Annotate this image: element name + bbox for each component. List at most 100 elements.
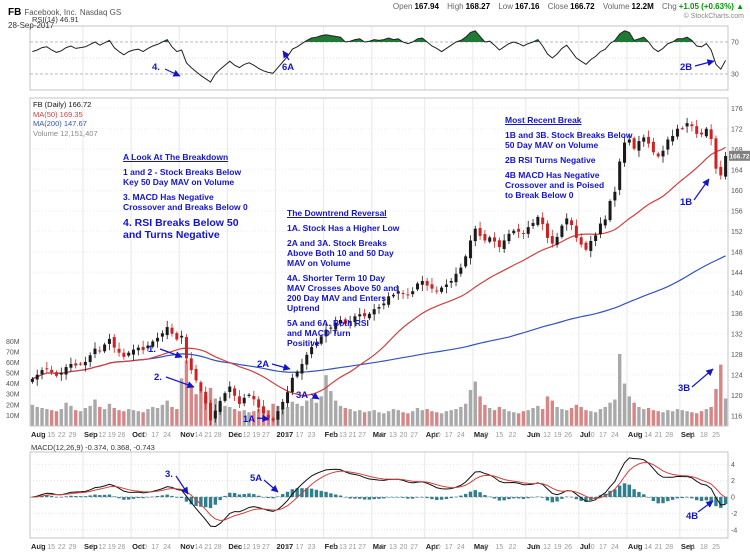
svg-text:6: 6 (380, 432, 384, 439)
svg-text:12: 12 (98, 544, 106, 551)
svg-text:15: 15 (47, 432, 55, 439)
gridlines (30, 26, 728, 538)
quote-block: Open 167.94 High 168.27 Low 167.16 Close 166… (387, 2, 744, 20)
svg-text:24: 24 (611, 544, 619, 551)
svg-text:Sep: Sep (681, 542, 695, 551)
volume-bars (30, 354, 728, 426)
svg-text:0: 0 (731, 495, 735, 502)
svg-text:24: 24 (457, 432, 465, 439)
svg-text:13: 13 (389, 432, 397, 439)
svg-text:12: 12 (243, 432, 251, 439)
macd-line (32, 457, 726, 528)
svg-text:22: 22 (58, 544, 66, 551)
copyright: © StockCharts.com (683, 13, 744, 20)
svg-text:17: 17 (296, 544, 304, 551)
svg-text:8: 8 (484, 432, 488, 439)
svg-text:26: 26 (564, 544, 572, 551)
svg-text:28: 28 (214, 544, 222, 551)
svg-text:21: 21 (349, 432, 357, 439)
svg-text:21: 21 (349, 544, 357, 551)
svg-text:15: 15 (495, 544, 503, 551)
svg-text:70M: 70M (6, 349, 20, 356)
svg-text:22: 22 (58, 432, 66, 439)
svg-text:164: 164 (731, 167, 743, 174)
svg-text:25: 25 (712, 432, 720, 439)
svg-text:12: 12 (543, 544, 551, 551)
svg-text:136: 136 (731, 311, 743, 318)
macd-legend: MACD(12,26,9) -0.374, 0.368, -0.743 (31, 443, 155, 452)
svg-text:Dec: Dec (228, 430, 242, 439)
rsi-legend: RSI(14) 46.91 (32, 15, 79, 24)
svg-text:120: 120 (731, 393, 743, 400)
open-label: Open (392, 2, 413, 11)
quote-line: Open 167.94 High 168.27 Low 167.16 Close 166… (387, 2, 744, 11)
svg-text:May: May (474, 430, 489, 439)
svg-text:17: 17 (445, 544, 453, 551)
macd-signal-line (32, 461, 726, 521)
svg-text:8: 8 (39, 432, 43, 439)
company-name: Facebook, Inc. (24, 8, 77, 17)
svg-text:23: 23 (308, 432, 316, 439)
svg-text:19: 19 (554, 432, 562, 439)
svg-text:22: 22 (509, 432, 517, 439)
last-price-tag: 166.72 (729, 150, 750, 161)
svg-text:166.72: 166.72 (730, 153, 750, 160)
svg-text:5: 5 (534, 432, 538, 439)
svg-text:18: 18 (700, 432, 708, 439)
svg-text:6: 6 (380, 544, 384, 551)
svg-text:5: 5 (534, 544, 538, 551)
svg-text:116: 116 (731, 413, 742, 420)
svg-text:17: 17 (151, 432, 159, 439)
svg-text:10: 10 (139, 544, 147, 551)
svg-text:13: 13 (389, 544, 397, 551)
svg-text:17: 17 (151, 544, 159, 551)
svg-text:Jun: Jun (527, 542, 541, 551)
annotation-arrows (159, 50, 715, 513)
svg-text:6: 6 (331, 544, 335, 551)
svg-text:160: 160 (731, 188, 743, 195)
svg-text:17: 17 (296, 432, 304, 439)
time-axis: AugAug88151522222929SepSep66121219192626… (31, 430, 720, 551)
svg-text:Jun: Jun (527, 430, 541, 439)
svg-text:144: 144 (731, 270, 743, 277)
svg-text:2017: 2017 (277, 542, 294, 551)
svg-text:10: 10 (587, 432, 595, 439)
svg-text:10: 10 (139, 432, 147, 439)
low-value: 167.16 (515, 2, 540, 11)
svg-text:11: 11 (688, 544, 695, 551)
svg-text:27: 27 (358, 544, 366, 551)
svg-text:50M: 50M (6, 371, 20, 378)
svg-text:27: 27 (410, 432, 418, 439)
svg-text:Feb: Feb (325, 542, 339, 551)
svg-text:27: 27 (262, 432, 270, 439)
svg-text:8: 8 (484, 544, 488, 551)
svg-text:7: 7 (187, 544, 191, 551)
svg-text:Aug: Aug (628, 542, 643, 551)
svg-text:28: 28 (214, 432, 222, 439)
svg-text:21: 21 (655, 432, 663, 439)
legend-ma200: MA(200) 147.67 (33, 119, 87, 128)
svg-text:21: 21 (204, 544, 212, 551)
volume-label: Volume (602, 2, 630, 11)
rsi-panel (32, 30, 727, 83)
svg-text:Oct: Oct (132, 542, 145, 551)
svg-text:17: 17 (445, 432, 453, 439)
svg-text:28: 28 (665, 432, 673, 439)
svg-text:Apr: Apr (426, 542, 439, 551)
svg-text:5: 5 (235, 432, 239, 439)
ticker-block: FB Facebook, Inc. Nasdaq GS 28-Sep-2017 (8, 2, 121, 30)
svg-text:Sep: Sep (84, 430, 98, 439)
svg-text:19: 19 (108, 544, 116, 551)
svg-text:29: 29 (68, 432, 76, 439)
svg-text:14: 14 (195, 544, 203, 551)
svg-text:12: 12 (98, 432, 106, 439)
svg-text:2: 2 (731, 478, 735, 485)
svg-text:20M: 20M (6, 402, 20, 409)
svg-text:152: 152 (731, 229, 743, 236)
ticker-symbol: FB (8, 7, 22, 18)
svg-text:14: 14 (644, 432, 652, 439)
main-legend: FB (Daily) 166.72 MA(50) 169.35 MA(200) … (33, 100, 98, 138)
svg-text:4: 4 (731, 462, 735, 469)
svg-text:-4: -4 (731, 527, 737, 534)
svg-text:7: 7 (187, 432, 191, 439)
